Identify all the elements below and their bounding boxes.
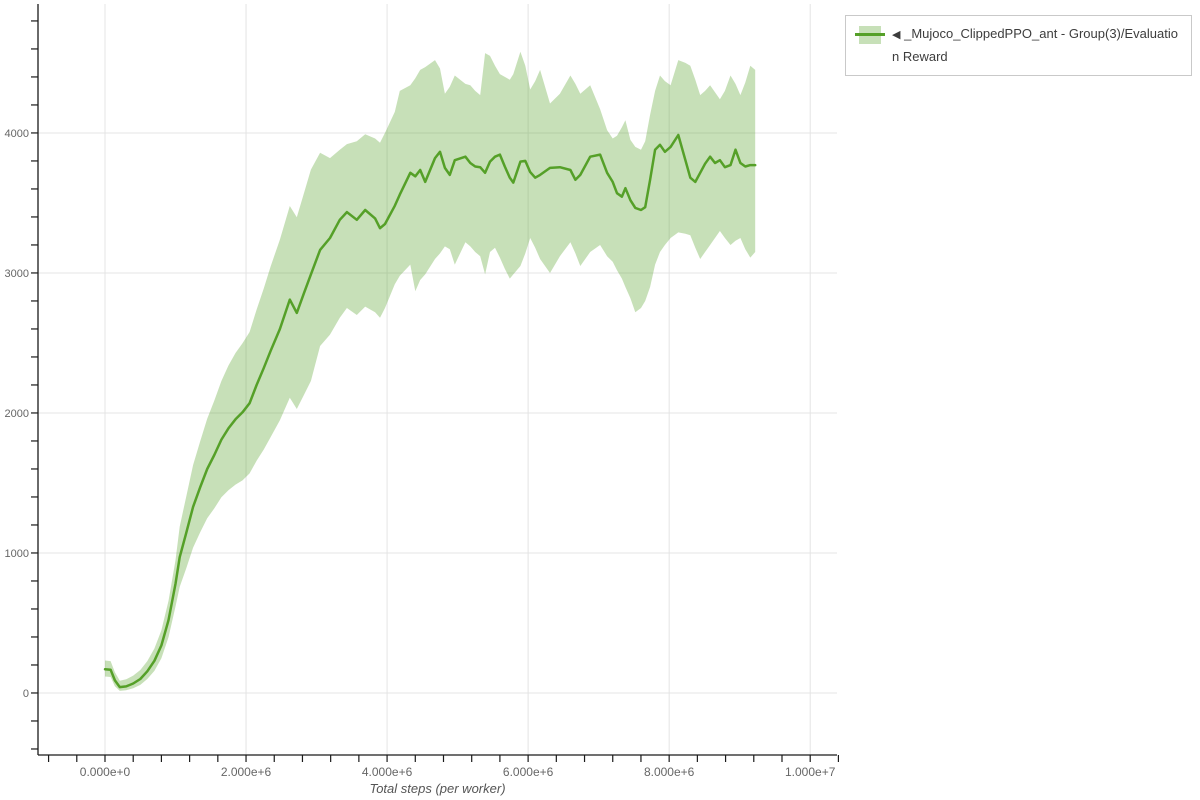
y-tick-label: 0 [23, 688, 29, 700]
y-tick-label: 3000 [5, 268, 29, 280]
x-tick-label: 1.000e+7 [785, 765, 836, 779]
y-tick-label: 1000 [5, 548, 29, 560]
x-tick-label: 6.000e+6 [503, 765, 554, 779]
y-tick-label: 2000 [5, 408, 29, 420]
x-tick-label: 2.000e+6 [221, 765, 272, 779]
x-axis-title: Total steps (per worker) [369, 781, 506, 796]
series-std-band [105, 51, 756, 691]
legend-swatch-line [855, 33, 885, 36]
y-tick-label: 4000 [5, 128, 29, 140]
x-tick-label: 8.000e+6 [644, 765, 695, 779]
legend-item[interactable]: ◀ _Mujoco_ClippedPPO_ant - Group(3)/Eval… [855, 23, 1182, 68]
legend-label: ◀ _Mujoco_ClippedPPO_ant - Group(3)/Eval… [892, 23, 1182, 68]
collapse-arrow-icon: ◀ [892, 29, 901, 41]
legend-swatch [855, 26, 885, 44]
series-lines [103, 133, 757, 689]
x-tick-label: 0.000e+0 [80, 765, 131, 779]
series-mean-line [103, 133, 757, 689]
gridlines [38, 4, 837, 755]
axes [31, 4, 840, 762]
tick-labels: 0.000e+0 2.000e+6 4.000e+6 6.000e+6 8.000e+6… [5, 128, 836, 779]
legend-box: ◀ _Mujoco_ClippedPPO_ant - Group(3)/Eval… [845, 15, 1192, 76]
x-tick-label: 4.000e+6 [362, 765, 413, 779]
std-band [105, 51, 756, 691]
legend-label-text: _Mujoco_ClippedPPO_ant - Group(3)/Evalua… [892, 26, 1178, 64]
